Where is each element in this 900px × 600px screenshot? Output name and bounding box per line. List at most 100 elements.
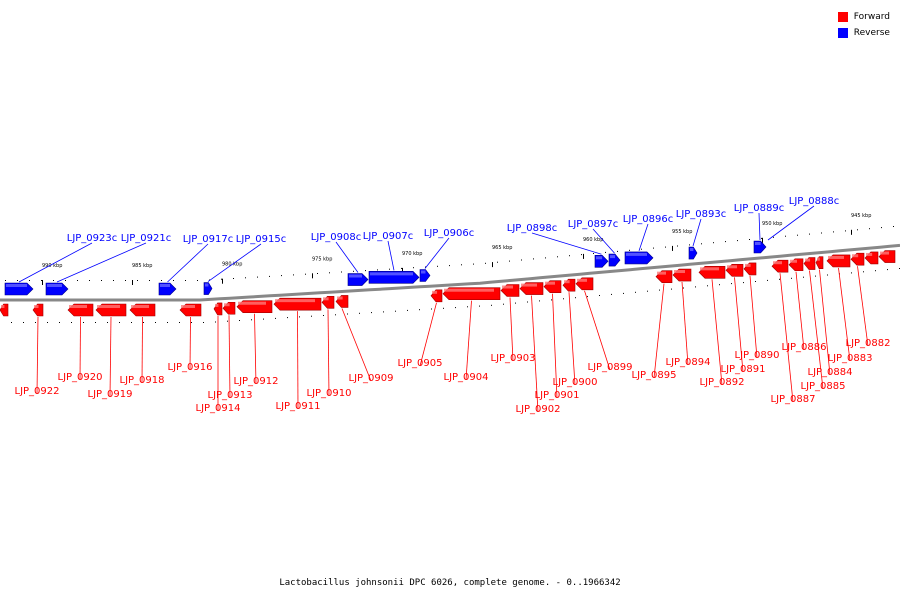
reverse-gene-arrow[interactable] (688, 246, 698, 260)
gene-label[interactable]: LJP_0908c (311, 232, 362, 243)
forward-gene-arrow[interactable] (500, 284, 520, 297)
minor-tick (191, 322, 192, 323)
gene-label[interactable]: LJP_0923c (67, 233, 118, 244)
leader-line (758, 212, 761, 241)
gene-label[interactable]: LJP_0891 (721, 364, 766, 375)
forward-gene-arrow[interactable] (878, 250, 896, 263)
forward-gene-arrow[interactable] (430, 289, 443, 303)
forward-gene-arrow[interactable] (815, 256, 824, 269)
reverse-gene-arrow[interactable] (594, 254, 609, 268)
gene-label[interactable]: LJP_0916 (168, 362, 213, 373)
gene-label[interactable]: LJP_0882 (846, 338, 891, 349)
gene-label[interactable]: LJP_0885 (801, 381, 846, 392)
major-tick (42, 280, 43, 285)
gene-label[interactable]: LJP_0911 (276, 401, 321, 412)
forward-gene-arrow[interactable] (543, 280, 562, 293)
legend-reverse: Reverse (837, 25, 890, 41)
forward-gene-arrow[interactable] (771, 259, 789, 273)
forward-gene-arrow[interactable] (321, 296, 335, 309)
gene-label[interactable]: LJP_0893c (676, 209, 727, 220)
reverse-gene-arrow[interactable] (419, 269, 431, 282)
forward-gene-arrow[interactable] (698, 266, 726, 279)
gene-label[interactable]: LJP_0892 (700, 377, 745, 388)
reverse-gene-arrow[interactable] (624, 251, 654, 265)
major-tick (583, 253, 584, 259)
gene-label[interactable]: LJP_0902 (516, 404, 561, 415)
forward-gene-arrow[interactable] (655, 270, 673, 283)
leader-line (857, 266, 869, 347)
gene-label[interactable]: LJP_0897c (568, 219, 619, 230)
gene-label[interactable]: LJP_0920 (58, 372, 103, 383)
gene-label[interactable]: LJP_0903 (491, 353, 536, 364)
forward-gene-arrow[interactable] (562, 278, 576, 292)
minor-tick (317, 273, 318, 274)
forward-gene-arrow[interactable] (672, 268, 692, 282)
gene-label[interactable]: LJP_0888c (789, 196, 840, 207)
minor-tick (617, 250, 618, 252)
forward-gene-arrow[interactable] (788, 258, 804, 272)
reverse-gene-arrow[interactable] (753, 240, 767, 254)
forward-gene-arrow[interactable] (725, 263, 744, 277)
gene-label[interactable]: LJP_0900 (553, 377, 598, 388)
minor-tick (293, 274, 294, 276)
forward-gene-arrow[interactable] (95, 303, 127, 317)
gene-label[interactable]: LJP_0922 (15, 386, 60, 397)
reverse-gene-arrow[interactable] (347, 273, 369, 286)
gene-label[interactable]: LJP_0898c (507, 223, 558, 234)
gene-label[interactable]: LJP_0921c (121, 233, 172, 244)
forward-gene-arrow[interactable] (179, 303, 202, 317)
forward-gene-arrow[interactable] (850, 252, 865, 266)
forward-gene-arrow[interactable] (803, 257, 816, 270)
forward-gene-arrow[interactable] (213, 302, 223, 316)
gene-label[interactable]: LJP_0912 (234, 376, 279, 387)
minor-tick (599, 295, 600, 296)
gene-label[interactable]: LJP_0887 (771, 394, 816, 405)
gene-label[interactable]: LJP_0906c (424, 228, 475, 239)
gene-label[interactable]: LJP_0919 (88, 389, 133, 400)
tick-label: 955 kbp (672, 229, 692, 235)
forward-gene-arrow[interactable] (236, 300, 273, 314)
reverse-gene-arrow[interactable] (368, 271, 420, 284)
forward-gene-arrow[interactable] (32, 303, 44, 317)
gene-label[interactable]: LJP_0901 (535, 390, 580, 401)
forward-gene-arrow[interactable] (0, 303, 9, 317)
gene-label[interactable]: LJP_0913 (208, 390, 253, 401)
gene-label[interactable]: LJP_0886 (782, 342, 827, 353)
gene-label[interactable]: LJP_0915c (236, 234, 287, 245)
forward-gene-arrow[interactable] (67, 303, 94, 317)
reverse-gene-arrow[interactable] (4, 282, 34, 296)
forward-gene-arrow[interactable] (335, 295, 349, 308)
gene-label[interactable]: LJP_0894 (666, 357, 711, 368)
minor-tick (257, 276, 258, 278)
forward-gene-arrow[interactable] (519, 282, 544, 295)
forward-gene-arrow[interactable] (743, 262, 757, 276)
forward-gene-arrow[interactable] (575, 277, 594, 291)
gene-label[interactable]: LJP_0883 (828, 353, 873, 364)
gene-label[interactable]: LJP_0918 (120, 375, 165, 386)
reverse-gene-arrow[interactable] (158, 282, 177, 296)
gene-label[interactable]: LJP_0917c (183, 234, 234, 245)
gene-label[interactable]: LJP_0907c (363, 231, 414, 242)
forward-gene-arrow[interactable] (129, 303, 156, 317)
gene-label[interactable]: LJP_0904 (444, 372, 489, 383)
leader-line (638, 223, 649, 252)
reverse-gene-arrow[interactable] (608, 253, 621, 267)
gene-label[interactable]: LJP_0914 (196, 403, 241, 414)
gene-label[interactable]: LJP_0910 (307, 388, 352, 399)
gene-label[interactable]: LJP_0899 (588, 362, 633, 373)
forward-gene-arrow[interactable] (442, 287, 501, 301)
forward-gene-arrow[interactable] (826, 254, 851, 268)
gene-label[interactable]: LJP_0889c (734, 203, 785, 214)
minor-tick (659, 289, 660, 291)
reverse-gene-arrow[interactable] (45, 282, 69, 296)
gene-label[interactable]: LJP_0909 (349, 373, 394, 384)
gene-label[interactable]: LJP_0905 (398, 358, 443, 369)
gene-label[interactable]: LJP_0896c (623, 214, 674, 225)
gene-label[interactable]: LJP_0884 (808, 367, 853, 378)
forward-gene-arrow[interactable] (222, 301, 236, 315)
gene-label[interactable]: LJP_0895 (632, 370, 677, 381)
forward-gene-arrow[interactable] (273, 297, 322, 311)
gene-label[interactable]: LJP_0890 (735, 350, 780, 361)
reverse-gene-arrow[interactable] (203, 282, 213, 295)
forward-gene-arrow[interactable] (864, 251, 879, 265)
